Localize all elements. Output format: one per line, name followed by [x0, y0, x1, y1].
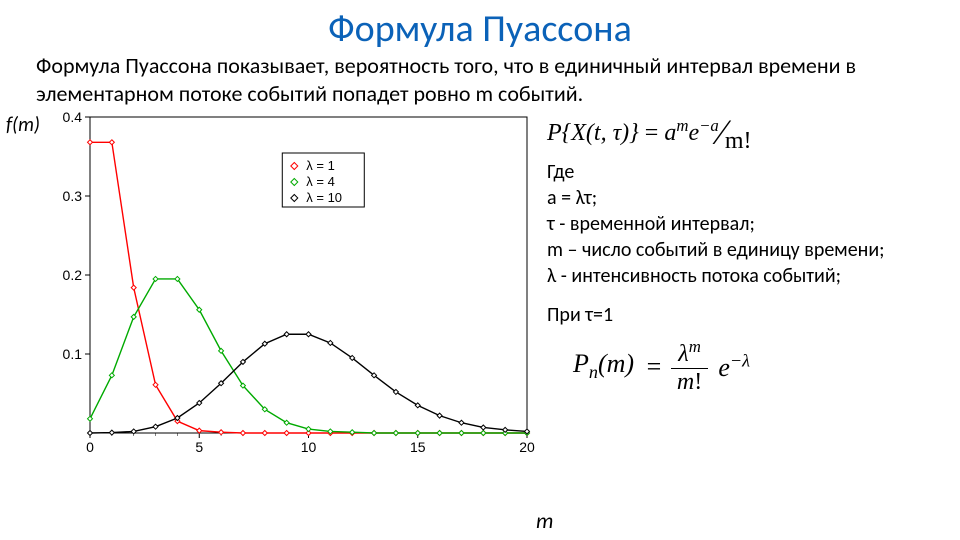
formula-lhs: P{X(t, τ)}: [547, 120, 639, 146]
where-line-1: τ - временной интервал;: [547, 211, 952, 237]
page-title: Формула Пуассона: [0, 6, 960, 52]
right-column: P{X(t, τ)} = ame−a⁄m! Где a = λτ; τ - вр…: [537, 111, 952, 396]
svg-text:λ = 1: λ = 1: [306, 158, 335, 173]
formula-numerator: ame−a: [664, 120, 719, 146]
equals-sign: =: [641, 352, 668, 381]
formula-denominator: m!: [725, 128, 752, 154]
poisson-chart: 0 5 10 15 20 0.1 0.2 0.3 0.4 λ = 1λ = 4λ = 10: [42, 111, 537, 461]
svg-text:0.2: 0.2: [63, 267, 83, 283]
where-line-0: a = λτ;: [547, 185, 952, 211]
chart-svg: 0 5 10 15 20 0.1 0.2 0.3 0.4 λ = 1λ = 4λ = 10: [42, 111, 537, 461]
svg-text:0: 0: [86, 439, 94, 455]
formula2-tail: e−λ: [712, 353, 750, 382]
svg-text:15: 15: [410, 439, 426, 455]
body-row: f(m) 0 5 10 15 20 0.1 0.2 0.3 0.4 λ = 1λ = 4λ = 1…: [0, 111, 952, 461]
svg-text:0.4: 0.4: [63, 111, 83, 125]
where-block: Где a = λτ; τ - временной интервал; m – …: [547, 159, 952, 289]
x-axis-label: m: [536, 507, 553, 534]
formula2-lhs: Pn(m): [573, 349, 641, 378]
where-line-3: λ - интенсивность потока событий;: [547, 263, 952, 289]
where-line-2: m – число событий в единицу времени;: [547, 237, 952, 263]
svg-text:10: 10: [301, 439, 317, 455]
svg-text:5: 5: [195, 439, 203, 455]
y-axis-label: f(m): [2, 113, 40, 137]
fraction-slash: ⁄: [719, 112, 725, 152]
second-formula: Pn(m) = λm m! e−λ: [573, 337, 952, 396]
svg-text:20: 20: [519, 439, 535, 455]
svg-text:λ = 10: λ = 10: [306, 190, 342, 205]
intro-text: Формула Пуассона показывает, вероятность…: [36, 52, 924, 107]
svg-text:λ = 4: λ = 4: [306, 174, 335, 189]
formula2-fraction: λm m!: [671, 337, 708, 396]
main-formula: P{X(t, τ)} = ame−a⁄m!: [547, 107, 952, 149]
svg-text:0.1: 0.1: [63, 346, 83, 362]
condition-text: При τ=1: [547, 303, 952, 327]
where-heading: Где: [547, 159, 952, 185]
svg-text:0.3: 0.3: [63, 188, 83, 204]
